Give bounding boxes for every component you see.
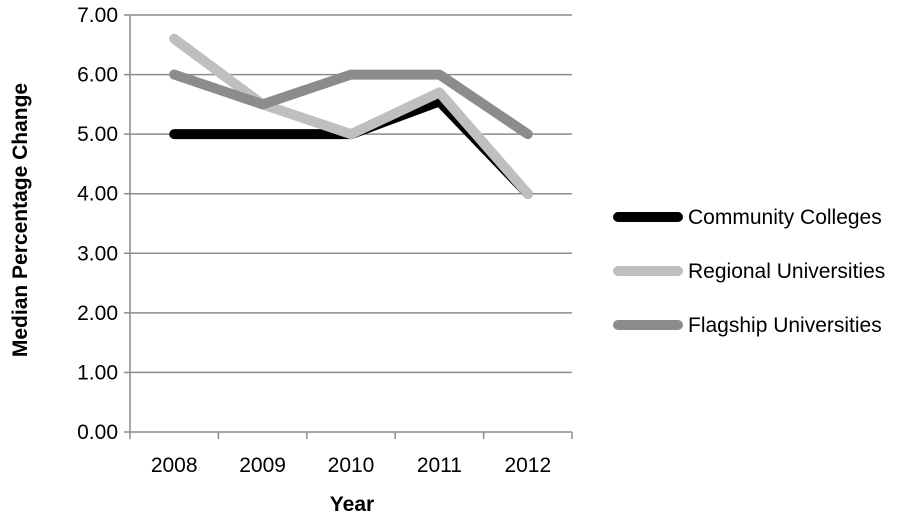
y-tick-label: 5.00	[77, 123, 118, 146]
y-tick-label: 3.00	[77, 242, 118, 265]
x-tick-label: 2011	[417, 454, 462, 477]
gridlines	[130, 14, 572, 374]
y-axis-title: Median Percentage Change	[9, 83, 32, 357]
legend-label: Community Colleges	[688, 206, 882, 229]
x-axis-title: Year	[330, 493, 374, 516]
tick-labels: 0.00 1.00 2.00 3.00 4.00 5.00 6.00 7.00 2008 2009…	[77, 4, 551, 477]
y-tick-label: 1.00	[77, 361, 118, 384]
x-tick-label: 2012	[504, 454, 551, 477]
axes	[124, 14, 573, 439]
series-line-flagship-universities	[169, 69, 533, 140]
y-tick-label: 0.00	[77, 421, 118, 444]
legend: Community Colleges Regional Universities F…	[613, 206, 885, 337]
x-tick-label: 2010	[328, 454, 375, 477]
x-tick-label: 2008	[151, 454, 198, 477]
y-tick-label: 4.00	[77, 183, 118, 206]
legend-label: Flagship Universities	[688, 314, 882, 337]
y-tick-label: 7.00	[77, 4, 118, 27]
legend-label: Regional Universities	[688, 260, 885, 283]
series-lines	[169, 33, 533, 199]
y-tick-label: 2.00	[77, 302, 118, 325]
series-line-community-colleges	[169, 96, 533, 199]
series-line-regional-universities	[169, 33, 533, 199]
x-tick-label: 2009	[239, 454, 286, 477]
y-tick-label: 6.00	[77, 64, 118, 87]
